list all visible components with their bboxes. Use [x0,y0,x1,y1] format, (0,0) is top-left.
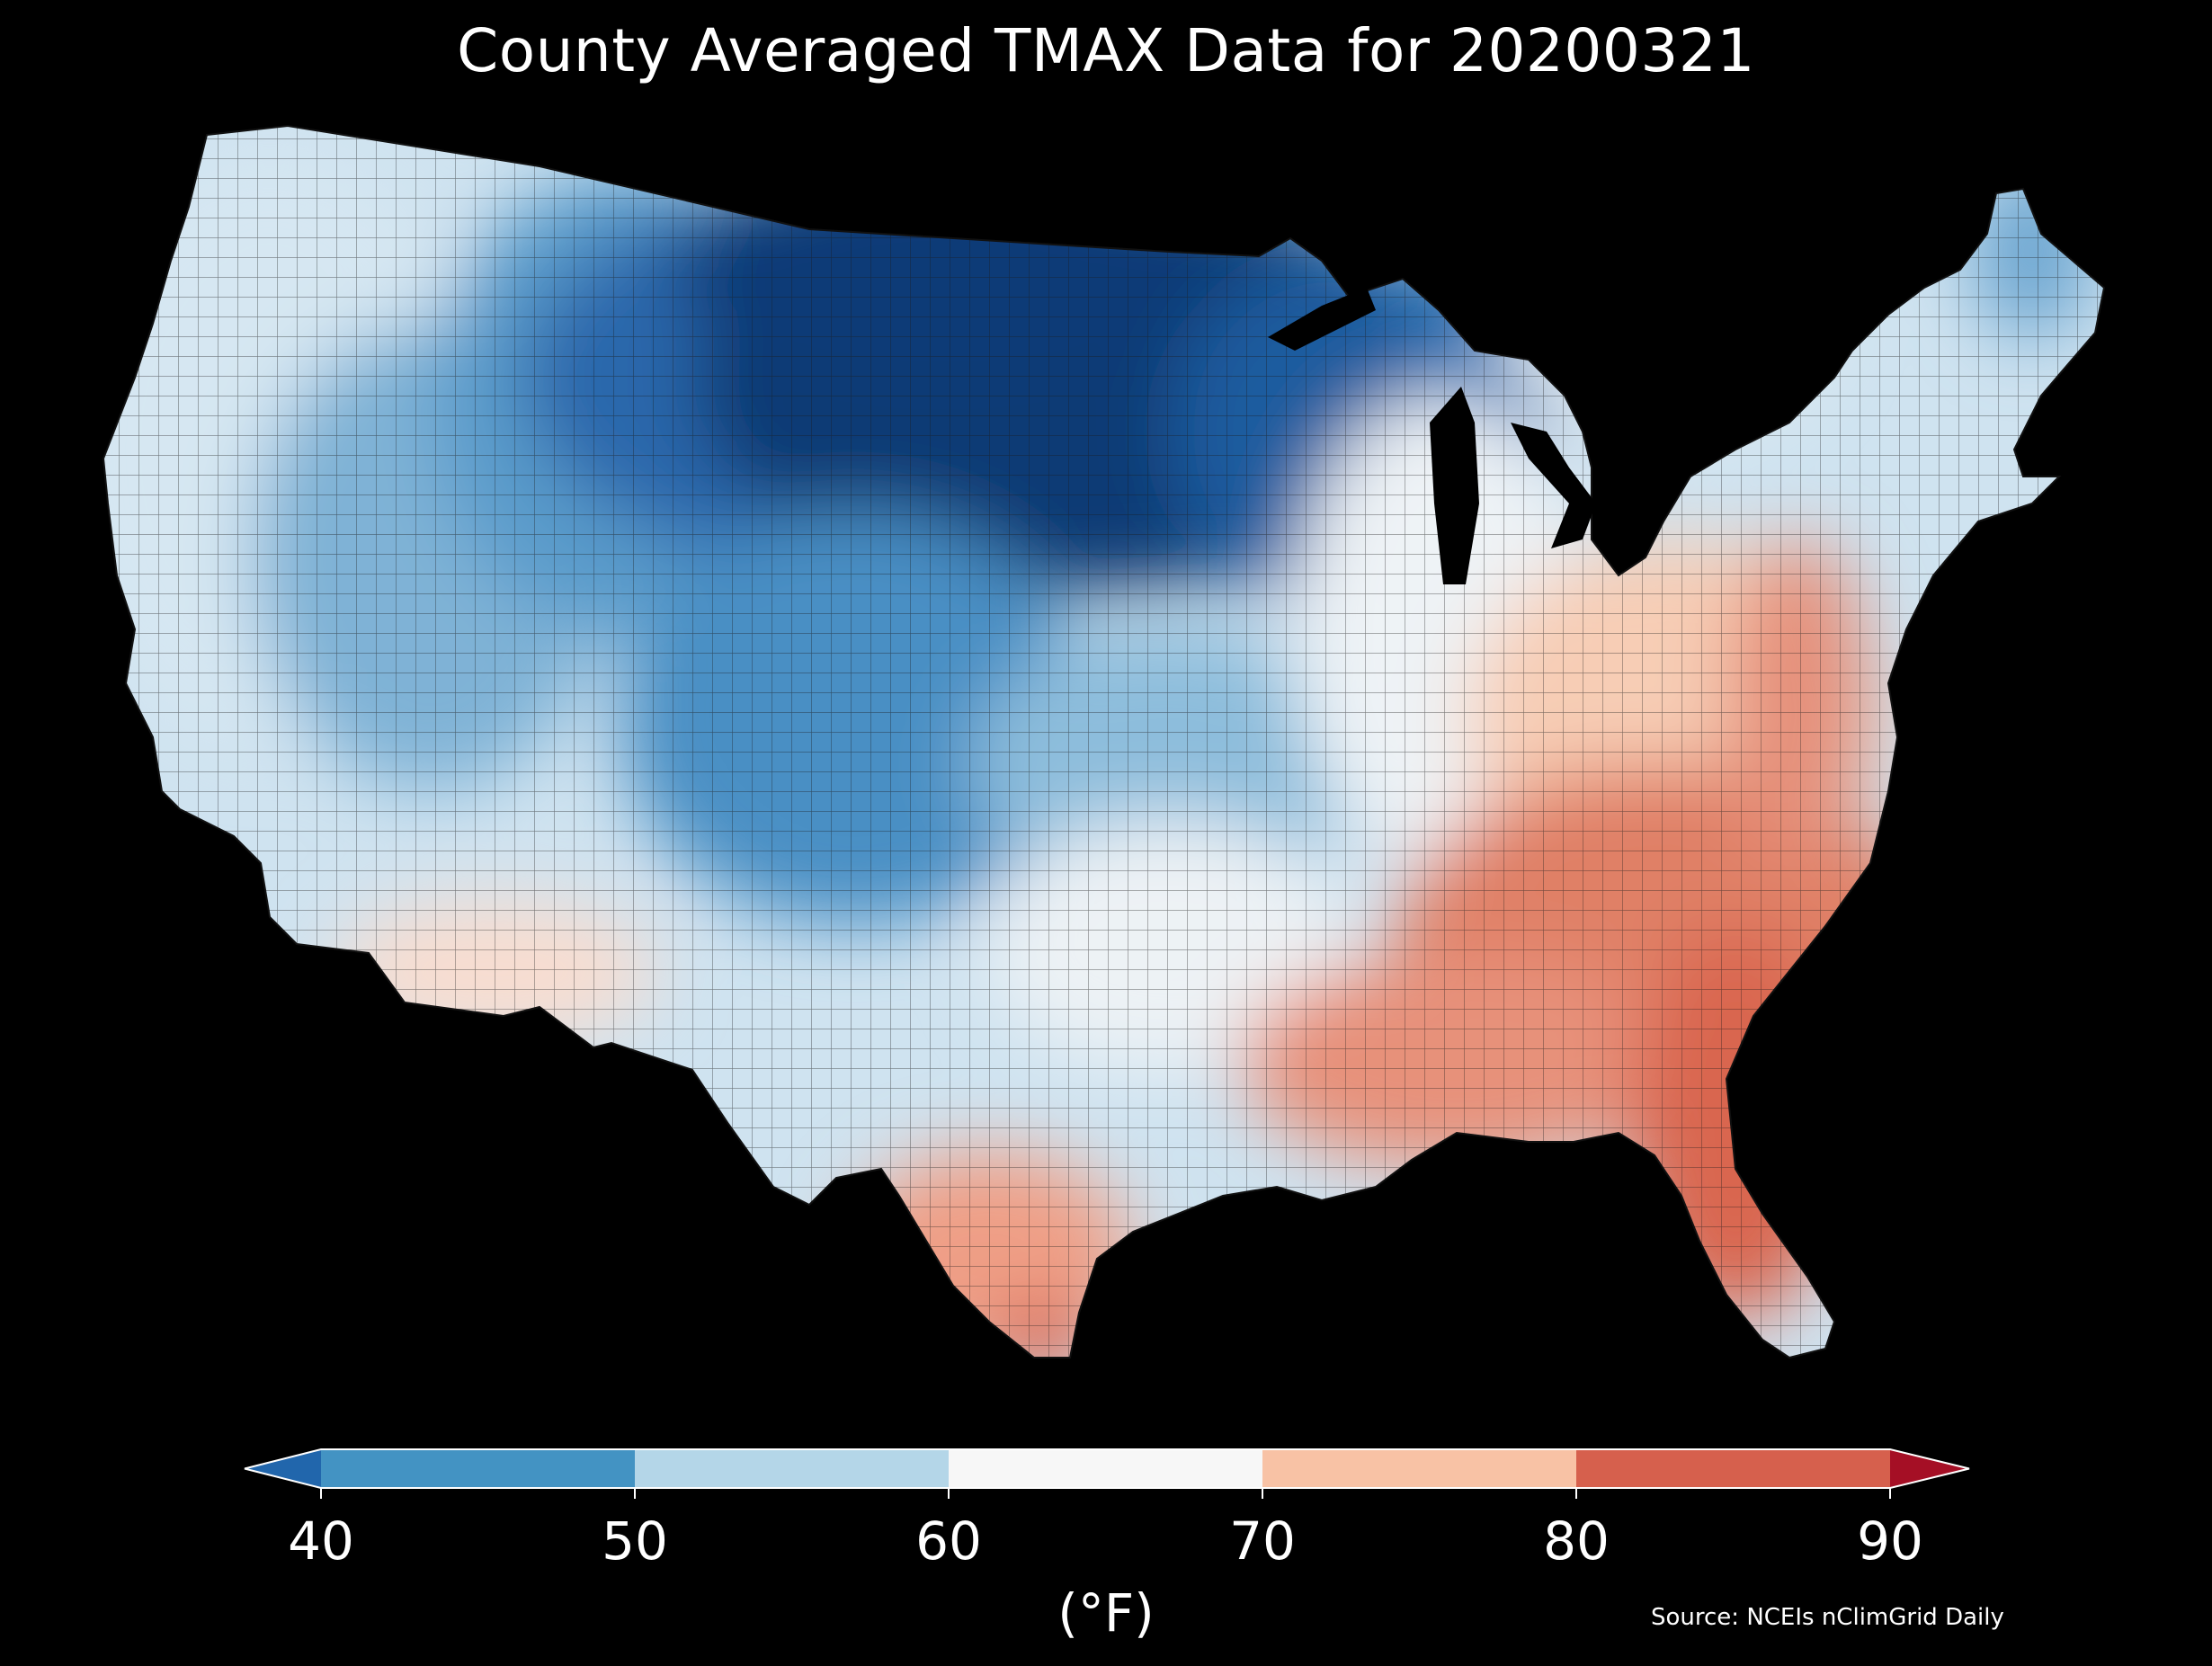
colorbar-extend-low [245,1449,321,1488]
colorbar-tick-label: 40 [288,1510,354,1572]
colorbar-tick-label: 80 [1543,1510,1610,1572]
colorbar-tick-label: 50 [602,1510,668,1572]
colorbar-bin [1262,1449,1577,1488]
lake-superior [1268,288,1376,351]
colorbar-tick-label: 70 [1229,1510,1296,1572]
colorbar-bin [1576,1449,1891,1488]
source-credit: Source: NCEIs nClimGrid Daily [1651,1604,2004,1631]
colorbar-bin [321,1449,636,1488]
lake-huron [1511,423,1596,548]
colorbar-bin [635,1449,950,1488]
colorbar-tick-label: 90 [1857,1510,1923,1572]
colorbar-tick-label: 60 [915,1510,982,1572]
colorbar-bin [949,1449,1263,1488]
colorbar-extend-high [1890,1449,1969,1488]
lake-michigan [1430,387,1479,584]
colorbar-unit-label: (°F) [1057,1582,1155,1644]
map-title: County Averaged TMAX Data for 20200321 [457,16,1755,85]
